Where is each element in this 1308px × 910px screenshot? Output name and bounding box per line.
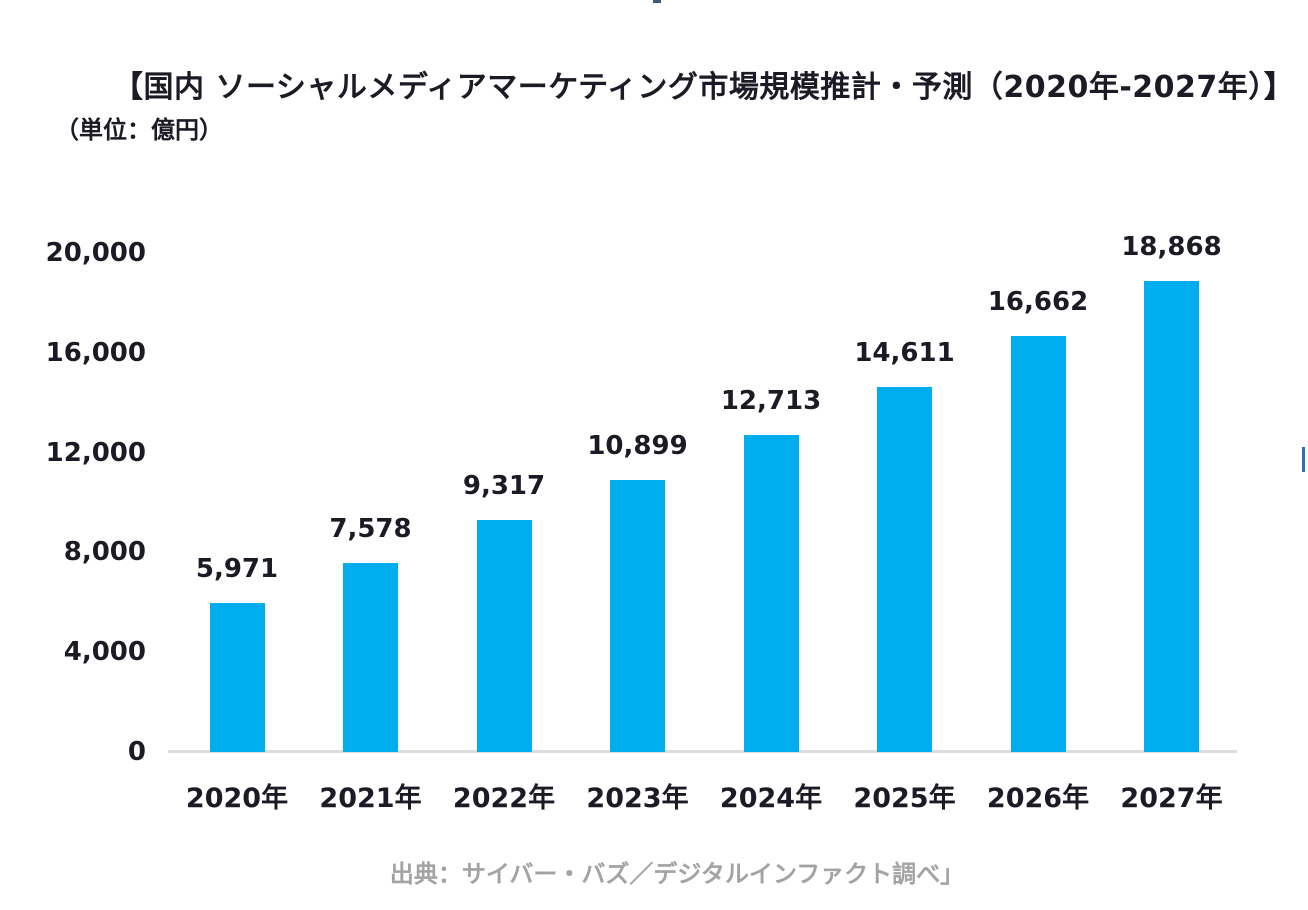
y-axis-tick-label: 0 (127, 737, 146, 767)
bar-2025年 (877, 387, 932, 752)
bar-value-label: 5,971 (195, 554, 279, 585)
bar-2020年 (209, 603, 265, 752)
x-axis-label: 2020年 (185, 783, 289, 814)
cropped-mark-right-artifact (1302, 447, 1305, 472)
x-axis-baseline (168, 750, 1237, 753)
x-axis-label: 2021年 (319, 783, 422, 814)
bar-value-label: 14,611 (854, 338, 955, 369)
bar-value-label: 9,317 (462, 470, 546, 501)
bar-2022年 (476, 519, 532, 752)
y-axis-tick-label: 20,000 (45, 238, 146, 268)
x-axis-label: 2027年 (1120, 783, 1223, 814)
x-axis-label: 2024年 (719, 783, 823, 814)
bar-value-label: 12,713 (720, 385, 822, 416)
bar-value-label: 10,899 (587, 431, 688, 462)
x-axis-label: 2023年 (586, 783, 689, 814)
y-axis-tick-label: 16,000 (45, 337, 146, 368)
bar-2026年 (1010, 336, 1066, 752)
y-axis-tick-label: 4,000 (63, 637, 146, 668)
bar-value-label: 16,662 (987, 287, 1089, 318)
bar-2027年 (1144, 281, 1199, 752)
x-axis-label: 2025年 (853, 783, 956, 814)
bar-value-label: 7,578 (329, 513, 412, 544)
chart-source-caption: 出典：サイバー・バズ／デジタルインファクト調べ」 (389, 860, 965, 888)
cropped-mark-top-artifact (653, 0, 661, 3)
x-axis-label: 2022年 (452, 783, 556, 814)
bar-2023年 (610, 480, 665, 752)
bar-2024年 (743, 434, 799, 752)
bar-2021年 (343, 562, 398, 752)
x-axis-label: 2026年 (986, 783, 1090, 814)
y-axis-tick-label: 12,000 (45, 437, 146, 468)
bar-value-label: 18,868 (1121, 232, 1222, 263)
chart-title: 【国内 ソーシャルメディアマーケティング市場規模推計・予測（2020年-2027… (113, 70, 1295, 105)
chart-unit-label: （単位：億円） (55, 116, 223, 144)
y-axis-tick-label: 8,000 (63, 537, 146, 568)
